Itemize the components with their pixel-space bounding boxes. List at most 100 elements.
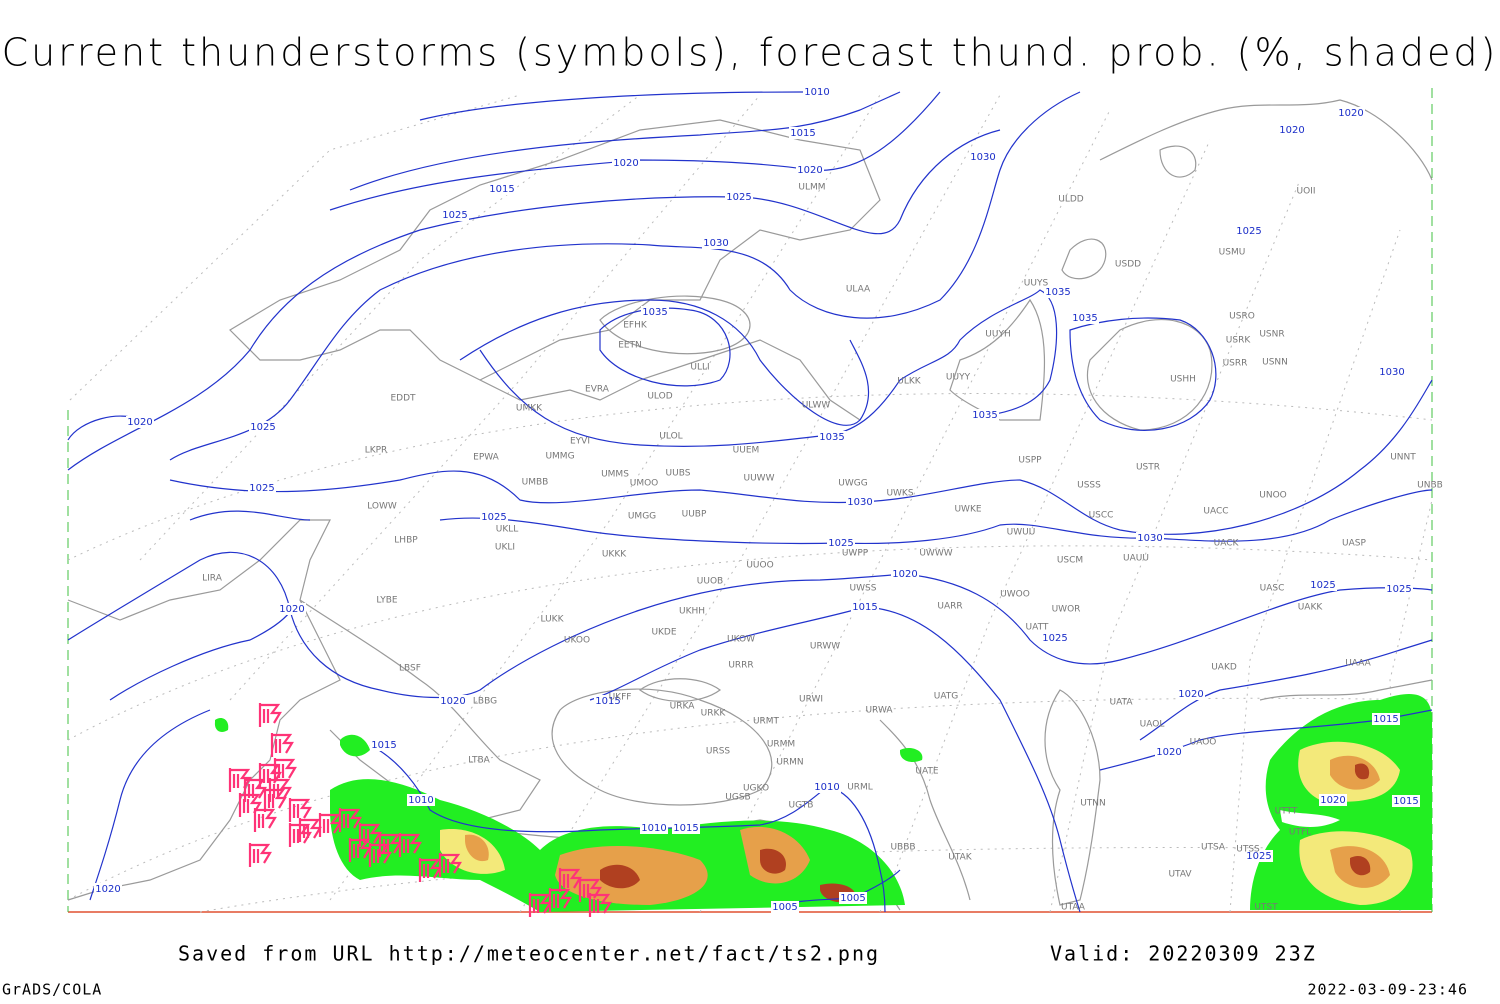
isobar-label: 1020: [1156, 747, 1181, 758]
station-code: UNBB: [1417, 481, 1443, 491]
station-code: USCM: [1057, 556, 1083, 566]
isobar-label: 1035: [1045, 287, 1070, 298]
isobar-label: 1020: [892, 569, 917, 580]
station-code: USHH: [1170, 375, 1196, 385]
isobar-label-bg: [1278, 124, 1306, 136]
station-code: UTSA: [1201, 843, 1226, 853]
isobar-label-bg: [594, 695, 622, 707]
isobar-label: 1015: [673, 823, 698, 834]
station-code: UTAA: [1061, 903, 1086, 913]
station-code: UMOO: [630, 479, 659, 489]
isobar-label-bg: [1235, 225, 1263, 237]
isobar-label-bg: [891, 568, 919, 580]
thunderstorm-symbol: [298, 818, 322, 842]
isobar-label-bg: [1378, 366, 1406, 378]
isobar-label-bg: [851, 601, 879, 613]
station-code: UAAA: [1345, 659, 1371, 669]
isobar-label-bg: [407, 794, 435, 806]
isobar-label-bg: [1155, 746, 1183, 758]
thunderstorm-symbol: [348, 838, 372, 862]
station-code: UWUU: [1007, 528, 1036, 538]
isobar-label-bg: [1337, 107, 1365, 119]
thunderstorm-symbol: [248, 843, 272, 867]
station-code: ULMM: [798, 183, 825, 193]
isobar-label: 1015: [371, 740, 396, 751]
station-code: URMM: [767, 740, 795, 750]
isobar-label-bg: [278, 603, 306, 615]
station-code: URWA: [865, 706, 893, 716]
thunderstorm-symbol: [238, 793, 262, 817]
isobar-label-bg: [725, 191, 753, 203]
station-code: UATA: [1109, 698, 1133, 708]
isobar-label-bg: [1385, 583, 1413, 595]
isobar-label-bg: [439, 695, 467, 707]
thunderstorm-symbol: [578, 878, 602, 902]
isobar-label-bg: [612, 157, 640, 169]
isobar-label: 1025: [1310, 580, 1335, 591]
station-labels: ULMM ULDD UOII USMU USDD ULAA UUYS USRO USRK USNR…: [202, 183, 1443, 913]
station-code: UUYH: [985, 330, 1010, 340]
station-code: EYVI: [570, 437, 590, 447]
station-code: UWSS: [850, 584, 877, 594]
station-code: UNOO: [1259, 491, 1287, 501]
isobar-label: 1020: [1338, 108, 1363, 119]
station-code: ULOD: [647, 392, 672, 402]
coastlines: [67, 99, 1433, 911]
station-code: UAUU: [1123, 554, 1149, 564]
isobar-label-bg: [94, 883, 122, 895]
isobar-label: 1030: [970, 152, 995, 163]
thunderstorm-symbol: [528, 893, 552, 917]
isobar-label: 1010: [408, 795, 433, 806]
station-code: USSS: [1077, 481, 1101, 491]
isobar-label: 1015: [852, 602, 877, 613]
thunderstorm-symbol: [253, 808, 277, 832]
station-code: UMGG: [628, 512, 656, 522]
isobars: [67, 91, 1433, 913]
station-code: UTAK: [948, 853, 973, 863]
station-code: UTST: [1254, 903, 1278, 913]
isobar-label-bg: [803, 86, 831, 98]
station-code: UGKO: [743, 784, 769, 794]
isobar-label: 1035: [642, 307, 667, 318]
station-code: LTBA: [468, 756, 490, 766]
station-code: UATE: [915, 767, 939, 777]
station-code: URSS: [706, 747, 731, 757]
isobar-label: 1015: [595, 696, 620, 707]
station-code: USNR: [1259, 330, 1284, 340]
isobar-label: 1005: [772, 902, 797, 913]
isobar-label-bg: [248, 482, 276, 494]
station-code: UUYY: [946, 373, 971, 383]
station-code: UWPP: [842, 549, 869, 559]
isobar-label: 1020: [127, 417, 152, 428]
isobar-label-bg: [771, 901, 799, 913]
isobar-label-bg: [126, 416, 154, 428]
station-code: URMT: [753, 717, 780, 727]
thunderstorm-symbol: [398, 833, 422, 857]
station-code: UUBP: [682, 510, 707, 520]
isobar-label-bg: [969, 151, 997, 163]
station-code: UUBS: [666, 469, 691, 479]
station-code: UKDE: [651, 628, 676, 638]
isobar-label-bg: [641, 306, 669, 318]
station-code: ULOL: [659, 432, 682, 442]
station-code: USRR: [1223, 359, 1248, 369]
isobar-label-bg: [789, 127, 817, 139]
source-note: Saved from URL http://meteocenter.net/fa…: [178, 942, 880, 966]
software-credit: GrADS/COLA: [2, 981, 102, 999]
isobar-label-bg: [441, 209, 469, 221]
station-code: UACC: [1203, 507, 1228, 517]
station-code: EFHK: [623, 321, 648, 331]
isobar-label-bg: [1392, 795, 1420, 807]
isobar-label-bg: [672, 822, 700, 834]
isobar-label: 1010: [814, 782, 839, 793]
map-frame: [67, 88, 1433, 913]
station-code: URKK: [701, 709, 727, 719]
isobar-label: 1035: [819, 432, 844, 443]
isobar-labels: 1010 1015 1020 1020 1015 1025 1025 1030 1030 1035…: [94, 86, 1420, 913]
station-code: UGSB: [725, 793, 750, 803]
isobar-label: 1025: [1386, 584, 1411, 595]
station-code: ULAA: [846, 285, 871, 295]
isobar-label: 1020: [279, 604, 304, 615]
thunderstorm-symbol: [270, 733, 294, 757]
